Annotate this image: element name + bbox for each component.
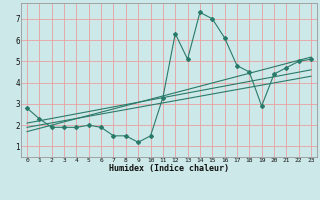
X-axis label: Humidex (Indice chaleur): Humidex (Indice chaleur): [109, 164, 229, 173]
